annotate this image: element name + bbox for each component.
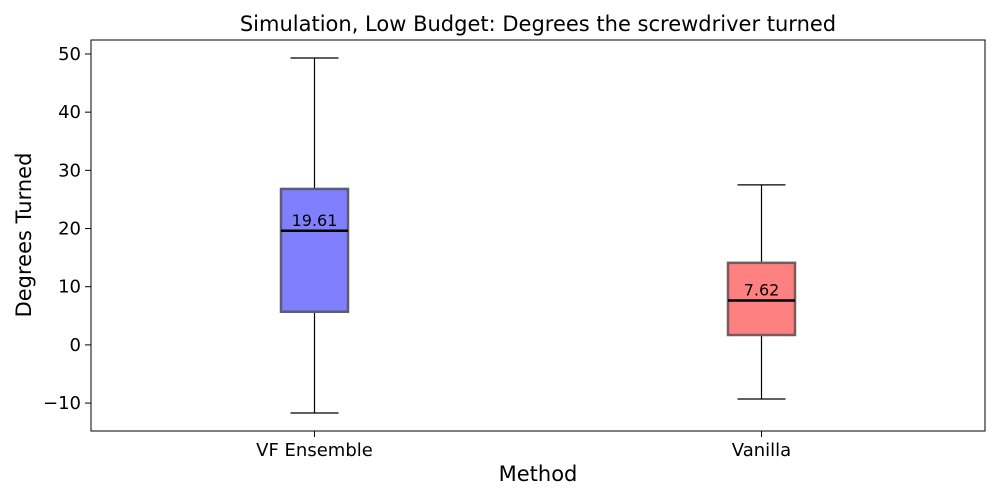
x-tick-label: Vanilla <box>732 440 791 461</box>
chart-title: Simulation, Low Budget: Degrees the scre… <box>240 12 836 36</box>
y-tick-label: −10 <box>43 393 81 414</box>
y-tick-label: 40 <box>58 102 81 123</box>
plot-area <box>90 39 986 432</box>
y-axis: −10 0 10 20 30 40 50 <box>43 44 91 414</box>
y-tick-label: 50 <box>58 44 81 65</box>
y-axis-label: Degrees Turned <box>12 153 36 318</box>
x-axis: VF Ensemble Vanilla <box>256 431 791 461</box>
y-tick-label: 30 <box>58 160 81 181</box>
y-tick-label: 0 <box>70 335 81 356</box>
y-tick-label: 20 <box>58 219 81 240</box>
median-label: 19.61 <box>292 211 338 230</box>
box-vanilla <box>726 261 797 337</box>
median-label: 7.62 <box>744 281 780 300</box>
box-vf-ensemble <box>279 187 350 313</box>
y-tick-label: 10 <box>58 277 81 298</box>
x-tick-label: VF Ensemble <box>256 440 373 461</box>
x-axis-label: Method <box>499 462 578 486</box>
boxes: 19.61 7.62 <box>279 57 797 414</box>
